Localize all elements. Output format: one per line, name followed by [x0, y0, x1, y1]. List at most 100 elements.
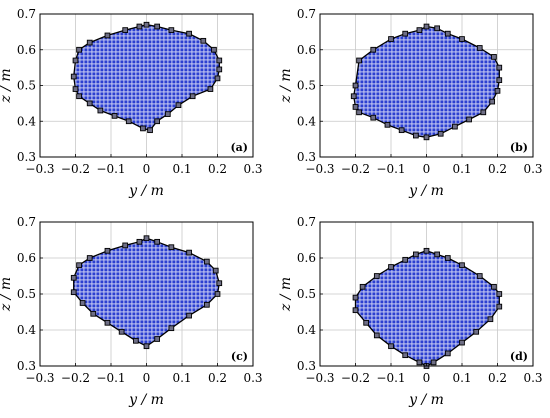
boundary-marker: [104, 247, 111, 254]
boundary-marker: [402, 256, 409, 263]
boundary-marker: [216, 66, 223, 73]
boundary-marker: [90, 310, 97, 317]
x-tick-label: −0.2: [61, 371, 90, 385]
boundary-marker: [118, 328, 125, 335]
y-tick-label: 0.3: [297, 359, 316, 373]
boundary-marker: [186, 312, 192, 319]
boundary-marker: [143, 343, 150, 350]
boundary-marker: [125, 118, 132, 125]
y-tick-label: 0.5: [17, 79, 36, 93]
boundary-marker: [444, 30, 451, 37]
boundary-marker: [214, 75, 221, 82]
boundary-marker: [76, 46, 82, 53]
boundary-marker: [189, 93, 196, 100]
boundary-marker: [168, 325, 175, 332]
boundary-marker: [154, 118, 161, 125]
x-axis-label: y / m: [128, 392, 164, 408]
x-axis-label: y / m: [128, 183, 164, 199]
boundary-marker: [373, 273, 380, 279]
x-tick-label: 0: [143, 371, 151, 385]
boundary-marker: [70, 289, 77, 296]
y-axis-label: z / m: [0, 277, 14, 312]
boundary-marker: [216, 280, 223, 287]
boundary-marker: [388, 264, 394, 270]
boundary-marker: [423, 134, 430, 141]
x-tick-label: 0.2: [488, 371, 507, 385]
boundary-marker: [132, 337, 139, 344]
boundary-marker: [168, 244, 175, 251]
boundary-marker: [363, 319, 370, 326]
y-tick-label: 0.5: [297, 79, 316, 93]
y-tick-label: 0.6: [297, 251, 316, 265]
boundary-marker: [104, 319, 111, 326]
x-tick-label: −0.2: [341, 371, 370, 385]
x-tick-label: −0.2: [61, 162, 90, 176]
y-axis-label: z / m: [278, 277, 294, 312]
boundary-marker: [416, 27, 423, 33]
boundary-marker: [356, 109, 362, 116]
boundary-marker: [388, 36, 394, 42]
boundary-marker: [76, 262, 82, 269]
x-tick-label: −0.3: [305, 162, 334, 176]
y-tick-label: 0.7: [297, 215, 316, 229]
x-tick-label: 0: [143, 162, 151, 176]
boundary-marker: [86, 100, 93, 107]
x-tick-label: −0.3: [305, 371, 334, 385]
boundary-marker: [164, 111, 171, 117]
boundary-marker: [136, 238, 143, 245]
boundary-marker: [212, 267, 219, 274]
panel-label: (d): [510, 350, 528, 363]
boundary-marker: [413, 132, 419, 139]
boundary-marker: [211, 46, 217, 53]
boundary-marker: [437, 130, 444, 137]
x-tick-label: 0.2: [488, 162, 507, 176]
x-axis-label: y / m: [408, 183, 444, 199]
boundary-marker: [452, 123, 458, 130]
boundary-marker: [480, 109, 487, 116]
boundary-marker: [423, 247, 430, 254]
boundary-marker: [459, 339, 465, 346]
boundary-marker: [459, 36, 465, 42]
boundary-marker: [70, 274, 77, 281]
boundary-marker: [398, 127, 405, 134]
panel-b: −0.3 −0.2 −0.1 0 0.1 0.2 0.3 0.3 0.4 0.5 0.6 0.7 y /…: [278, 7, 543, 199]
y-tick-label: 0.3: [17, 150, 36, 164]
y-axis-label: z / m: [278, 68, 294, 103]
boundary-marker: [402, 30, 409, 37]
x-tick-label: −0.2: [341, 162, 370, 176]
boundary-marker: [370, 46, 377, 53]
x-tick-label: −0.1: [96, 162, 125, 176]
boundary-marker: [352, 104, 359, 110]
y-tick-label: 0.7: [17, 215, 36, 229]
y-tick-label: 0.6: [297, 43, 316, 57]
x-tick-label: 0.1: [452, 371, 471, 385]
boundary-marker: [384, 121, 391, 128]
boundary-marker: [76, 93, 82, 100]
x-tick-label: −0.1: [96, 371, 125, 385]
boundary-marker: [147, 127, 153, 134]
boundary-marker: [491, 54, 497, 60]
panel-label: (b): [510, 141, 528, 154]
boundary-marker: [207, 86, 214, 92]
boundary-marker: [186, 30, 192, 37]
boundary-marker: [370, 114, 377, 121]
boundary-marker: [154, 23, 161, 30]
boundary-marker: [352, 294, 359, 301]
boundary-marker: [496, 77, 503, 83]
y-tick-label: 0.5: [17, 287, 36, 301]
boundary-marker: [466, 116, 472, 123]
x-tick-label: −0.1: [376, 371, 405, 385]
boundary-marker: [79, 300, 86, 306]
y-tick-label: 0.4: [297, 323, 316, 337]
boundary-marker: [203, 258, 210, 265]
boundary-marker: [143, 21, 150, 28]
boundary-marker: [200, 37, 207, 44]
boundary-marker: [175, 102, 182, 109]
boundary-marker: [388, 343, 394, 350]
boundary-marker: [111, 113, 118, 119]
boundary-marker: [373, 332, 380, 339]
boundary-marker: [154, 336, 161, 342]
boundary-marker: [216, 57, 223, 64]
boundary-marker: [352, 82, 359, 89]
boundary-marker: [168, 27, 175, 33]
